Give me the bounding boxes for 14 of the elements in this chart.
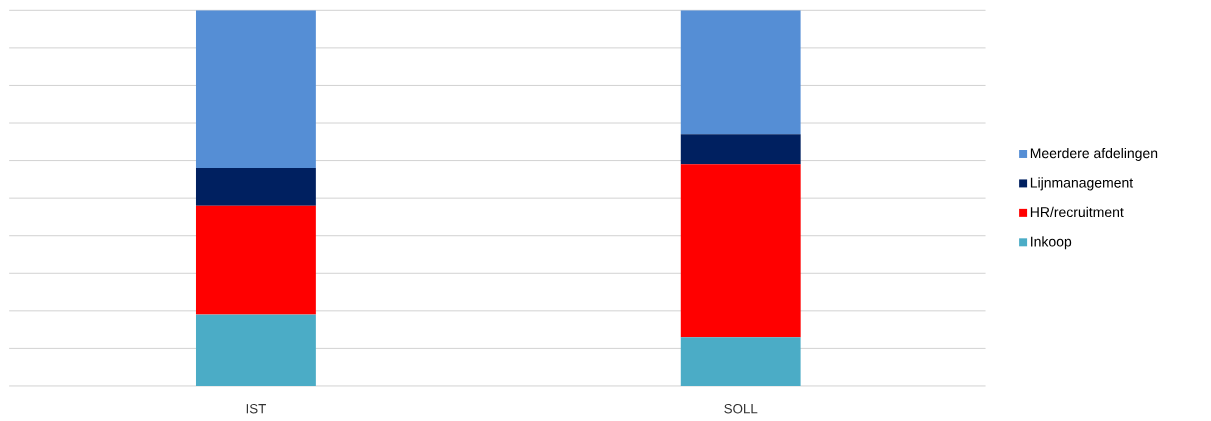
bar (195, 10, 316, 169)
bar (195, 314, 316, 387)
x-tick-label: IST (246, 404, 266, 414)
x-tick-label: SOLL (724, 404, 758, 414)
bar (195, 168, 316, 206)
bar (680, 337, 801, 387)
legend-label: Meerdere afdelingen (1030, 148, 1158, 162)
bar (680, 10, 801, 135)
legend-label: HR/recruitment (1030, 207, 1124, 218)
legend-label: Inkoop (1031, 236, 1072, 250)
bar (680, 134, 801, 165)
bar (195, 205, 316, 315)
legend-label: Lijnmanagement (1030, 177, 1134, 191)
bar (680, 164, 801, 338)
